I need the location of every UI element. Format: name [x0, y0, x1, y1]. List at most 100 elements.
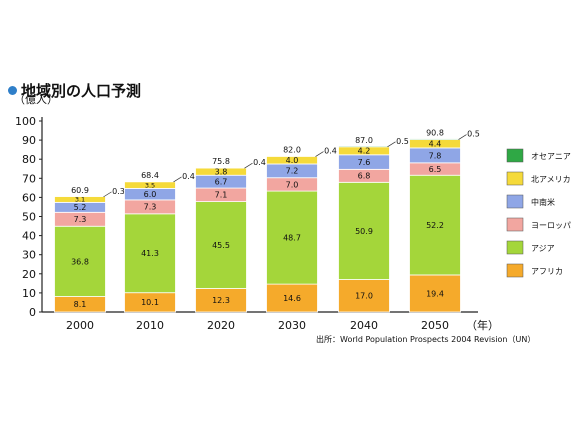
bar-value-label: 50.9: [355, 227, 373, 236]
legend-label-ヨーロッパ: ヨーロッパ: [531, 221, 571, 230]
legend-label-アジア: アジア: [531, 244, 555, 253]
y-tick-label: 40: [22, 230, 36, 243]
bar-value-label: 6.7: [215, 178, 228, 187]
bar-value-label: 6.5: [429, 165, 442, 174]
y-tick-label: 30: [22, 249, 36, 262]
y-tick-label: 70: [22, 172, 36, 185]
bar-value-label: 4.2: [358, 147, 371, 156]
bar-total-label: 90.8: [426, 129, 444, 138]
x-tick-label: 2000: [66, 319, 94, 332]
legend-swatch-中南米: [506, 194, 524, 209]
bar-value-label: 14.6: [283, 294, 301, 303]
bar-total-label: 75.8: [212, 157, 230, 166]
legend-label-アフリカ: アフリカ: [531, 267, 563, 276]
oceania-leader-line: [315, 151, 324, 157]
bar-total-label: 60.9: [71, 186, 89, 195]
bar-segment-2000-オセアニア: [54, 195, 106, 197]
bar-value-label: 6.8: [358, 172, 371, 181]
title-bullet-icon: [8, 86, 17, 95]
bar-value-label: 3.5: [145, 181, 155, 189]
y-tick-label: 60: [22, 191, 36, 204]
bar-value-label: 36.8: [71, 257, 89, 266]
chart-title: 地域別の人口予測: [8, 80, 141, 101]
legend-label-オセアニア: オセアニア: [531, 152, 571, 161]
y-tick-label: 50: [22, 211, 36, 224]
oceania-value-label: 0.4: [253, 158, 266, 167]
legend-swatch-オセアニア: [506, 148, 524, 163]
bar-total-label: 87.0: [355, 136, 373, 145]
bar-segment-2020-アジア: [195, 201, 247, 289]
bar-segment-2030-オセアニア: [266, 155, 318, 157]
y-tick-label: 20: [22, 268, 36, 281]
bar-value-label: 45.5: [212, 241, 230, 250]
bar-value-label: 6.0: [144, 190, 157, 199]
y-tick-label: 90: [22, 134, 36, 147]
bar-segment-2010-アジア: [124, 213, 176, 294]
bar-total-label: 82.0: [283, 146, 301, 155]
legend-swatch-アジア: [506, 240, 524, 255]
bar-group-2050: 19.4 52.2 6.5 7.8 4.4 90.8 0.5 2050: [409, 129, 480, 332]
bar-value-label: 41.3: [141, 249, 159, 258]
bar-value-label: 10.1: [141, 298, 159, 307]
legend-label-中南米: 中南米: [531, 197, 555, 207]
bar-value-label: 52.2: [426, 221, 444, 230]
bar-value-label: 5.2: [74, 203, 87, 212]
oceania-value-label: 0.4: [182, 172, 195, 181]
bar-segment-2050-オセアニア: [409, 138, 461, 140]
bar-group-2020: 12.3 45.5 7.1 6.7 3.875.8 0.4 2020: [195, 157, 266, 332]
oceania-value-label: 0.4: [324, 147, 337, 156]
bar-value-label: 48.7: [283, 233, 301, 242]
bar-group-2010: 10.1 41.3 7.3 6.03.568.4 0.4 2010: [124, 171, 195, 332]
bar-segment-2040-アジア: [338, 181, 390, 280]
bar-group-2040: 17.0 50.9 6.8 7.6 4.2 87.0 0.5 2040: [338, 136, 409, 332]
x-tick-label: 2050: [421, 319, 449, 332]
y-tick-label: 100: [15, 115, 36, 128]
bar-group-2030: 14.6 48.7 7.0 7.2 4.082.0 0.4 2030: [266, 146, 337, 332]
bar-segment-2050-アジア: [409, 174, 461, 276]
bar-total-label: 68.4: [141, 171, 159, 180]
bar-value-label: 3.8: [215, 167, 228, 176]
bar-value-label: 4.0: [286, 156, 299, 165]
bar-segment-2010-オセアニア: [124, 180, 176, 183]
bar-value-label: 3.1: [75, 196, 85, 204]
oceania-leader-line: [387, 141, 396, 148]
x-axis-title: （年）: [466, 318, 499, 332]
oceania-value-label: 0.3: [112, 187, 125, 196]
legend-swatch-アフリカ: [506, 263, 524, 278]
y-tick-label: 0: [29, 306, 36, 319]
oceania-leader-line: [103, 191, 112, 198]
bar-value-label: 7.8: [429, 151, 442, 160]
y-tick-label: 80: [22, 153, 36, 166]
bar-value-label: 19.4: [426, 289, 444, 298]
y-tick-label: 10: [22, 287, 36, 300]
bar-segment-2030-アジア: [266, 190, 318, 285]
bar-segment-2040-オセアニア: [338, 145, 390, 148]
bar-value-label: 4.4: [429, 140, 442, 149]
chart-title-text: 地域別の人口予測: [21, 82, 142, 100]
bar-value-label: 7.1: [215, 191, 228, 200]
x-tick-label: 2020: [207, 319, 235, 332]
y-axis-title: （億人）: [14, 93, 58, 106]
bar-value-label: 8.1: [74, 300, 87, 309]
oceania-leader-line: [458, 134, 467, 140]
bar-segment-2020-オセアニア: [195, 166, 247, 169]
bar-value-label: 7.2: [286, 167, 299, 176]
legend-swatch-北アメリカ: [506, 171, 524, 186]
bar-value-label: 7.3: [74, 215, 87, 224]
bar-segment-2050-アフリカ: [409, 274, 461, 313]
bar-value-label: 7.0: [286, 180, 299, 189]
x-tick-label: 2010: [136, 319, 164, 332]
source-note: 出所：World Population Prospects 2004 Revis…: [316, 335, 536, 344]
x-tick-label: 2030: [278, 319, 306, 332]
bar-segment-2030-アフリカ: [266, 283, 318, 313]
bar-value-label: 17.0: [355, 292, 373, 301]
bar-value-label: 7.6: [358, 158, 371, 167]
legend-swatch-ヨーロッパ: [506, 217, 524, 232]
oceania-leader-line: [173, 176, 182, 183]
legend-label-北アメリカ: 北アメリカ: [531, 175, 571, 184]
bar-value-label: 12.3: [212, 296, 230, 305]
oceania-value-label: 0.5: [396, 137, 409, 146]
bar-value-label: 7.3: [144, 203, 157, 212]
oceania-leader-line: [244, 162, 253, 169]
